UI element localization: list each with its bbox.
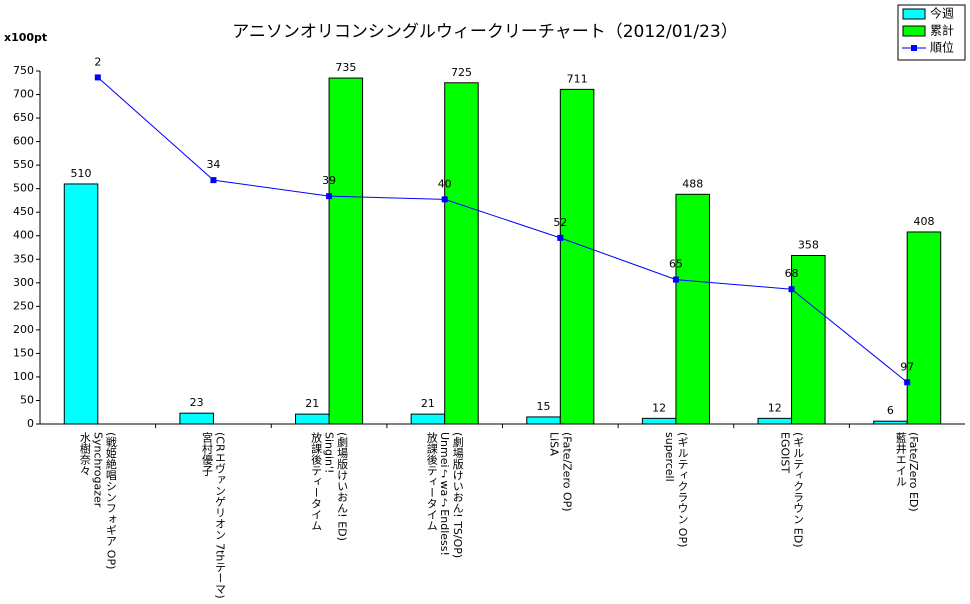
- y-tick-label: 500: [13, 182, 34, 195]
- legend-label: 累計: [930, 23, 954, 38]
- value-label: 12: [768, 401, 782, 414]
- bar: [526, 416, 561, 425]
- value-label: 510: [71, 167, 92, 180]
- x-tick-label: EGOIST (ギルティクラウン ED): [778, 432, 805, 548]
- line-marker: [788, 286, 795, 293]
- y-tick-label: 400: [13, 229, 34, 242]
- bar: [328, 77, 364, 425]
- value-label: 39: [322, 174, 336, 187]
- bar: [873, 420, 908, 425]
- value-label: 488: [682, 177, 703, 190]
- line: [97, 77, 908, 383]
- value-label: 725: [451, 66, 472, 79]
- y-tick-label: 250: [13, 299, 34, 312]
- y-tick-label: 350: [13, 252, 34, 265]
- legend-label: 順位: [930, 40, 954, 55]
- line-marker: [557, 234, 564, 241]
- bar: [63, 183, 99, 425]
- chart-title: アニソンオリコンシングルウィークリーチャート（2012/01/23）: [232, 22, 737, 42]
- y-tick-label: 200: [13, 323, 34, 336]
- bar: [757, 417, 793, 425]
- bar: [295, 413, 330, 425]
- value-label: 735: [335, 61, 356, 74]
- value-label: 97: [900, 360, 914, 373]
- value-label: 711: [567, 72, 588, 85]
- x-tick-label: 水樹奈々 Synchrogazer (戦姫絶唱シンフォギア OP): [78, 432, 118, 570]
- line-marker: [441, 196, 448, 203]
- line-marker: [326, 193, 333, 200]
- bar: [410, 413, 446, 425]
- y-tick-label: 450: [13, 205, 34, 218]
- y-tick-label: 600: [13, 135, 34, 148]
- value-label: 40: [438, 177, 452, 190]
- legend-swatch: [902, 25, 926, 37]
- value-label: 21: [305, 397, 319, 410]
- x-tick-label: 放課後ティータイム Unmei♪wa♪Endless! (劇場版けいおん! TS…: [425, 432, 465, 559]
- x-tick-label: supercell (ギルティクラウン OP): [662, 432, 689, 548]
- line-marker: [904, 379, 911, 386]
- bar: [641, 417, 677, 425]
- bar: [791, 255, 826, 425]
- value-label: 12: [652, 401, 666, 414]
- legend-swatch: [902, 8, 926, 20]
- line-marker: [94, 74, 101, 81]
- y-tick-label: 50: [20, 393, 34, 406]
- line-marker: [210, 177, 217, 184]
- x-tick-label: 放課後ティータイム Singin'! (劇場版けいおん! ED): [309, 432, 349, 541]
- bar: [444, 82, 479, 425]
- value-label: 68: [785, 267, 799, 280]
- bar: [675, 193, 710, 425]
- y-tick-label: 100: [13, 370, 34, 383]
- y-tick-label: 700: [13, 88, 34, 101]
- bar: [559, 88, 595, 425]
- y-tick-label: 750: [13, 64, 34, 77]
- value-label: 2: [94, 55, 101, 68]
- y-tick-label: 0: [27, 417, 34, 430]
- value-label: 21: [421, 397, 435, 410]
- y-axis-label: x100pt: [4, 31, 47, 44]
- value-label: 408: [913, 215, 934, 228]
- x-tick-label: 藍井エイル (Fate/Zero ED): [894, 432, 921, 512]
- value-label: 23: [190, 396, 204, 409]
- value-label: 358: [798, 239, 819, 252]
- x-tick-label: 宮村優子 (CRエヴァンゲリオン 7thテーマ): [200, 432, 227, 599]
- value-label: 34: [206, 158, 220, 171]
- value-label: 52: [553, 216, 567, 229]
- x-tick-label: LiSA (Fate/Zero OP): [547, 432, 574, 512]
- value-label: 15: [537, 400, 551, 413]
- legend-swatch: [911, 45, 917, 51]
- legend-label: 今週: [930, 6, 954, 21]
- y-tick-label: 550: [13, 158, 34, 171]
- bar: [906, 231, 942, 425]
- y-tick-label: 150: [13, 346, 34, 359]
- bar: [179, 412, 214, 425]
- y-tick-label: 300: [13, 276, 34, 289]
- value-label: 6: [887, 404, 894, 417]
- value-label: 65: [669, 258, 683, 271]
- y-tick-label: 650: [13, 111, 34, 124]
- line-marker: [672, 276, 679, 283]
